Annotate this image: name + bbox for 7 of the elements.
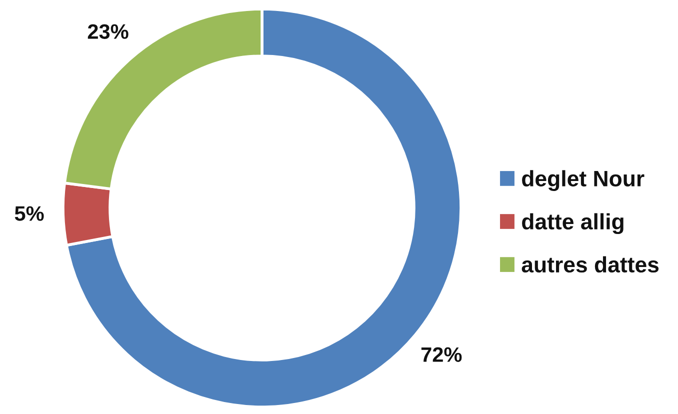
legend-label: deglet Nour: [522, 170, 644, 191]
data-label: 5%: [14, 206, 44, 221]
donut-slice: [65, 8, 462, 408]
legend-label: autres dattes: [522, 256, 659, 273]
legend-label: datte allig: [522, 213, 624, 234]
data-label: 72%: [421, 347, 462, 362]
data-label: 23%: [88, 24, 128, 39]
